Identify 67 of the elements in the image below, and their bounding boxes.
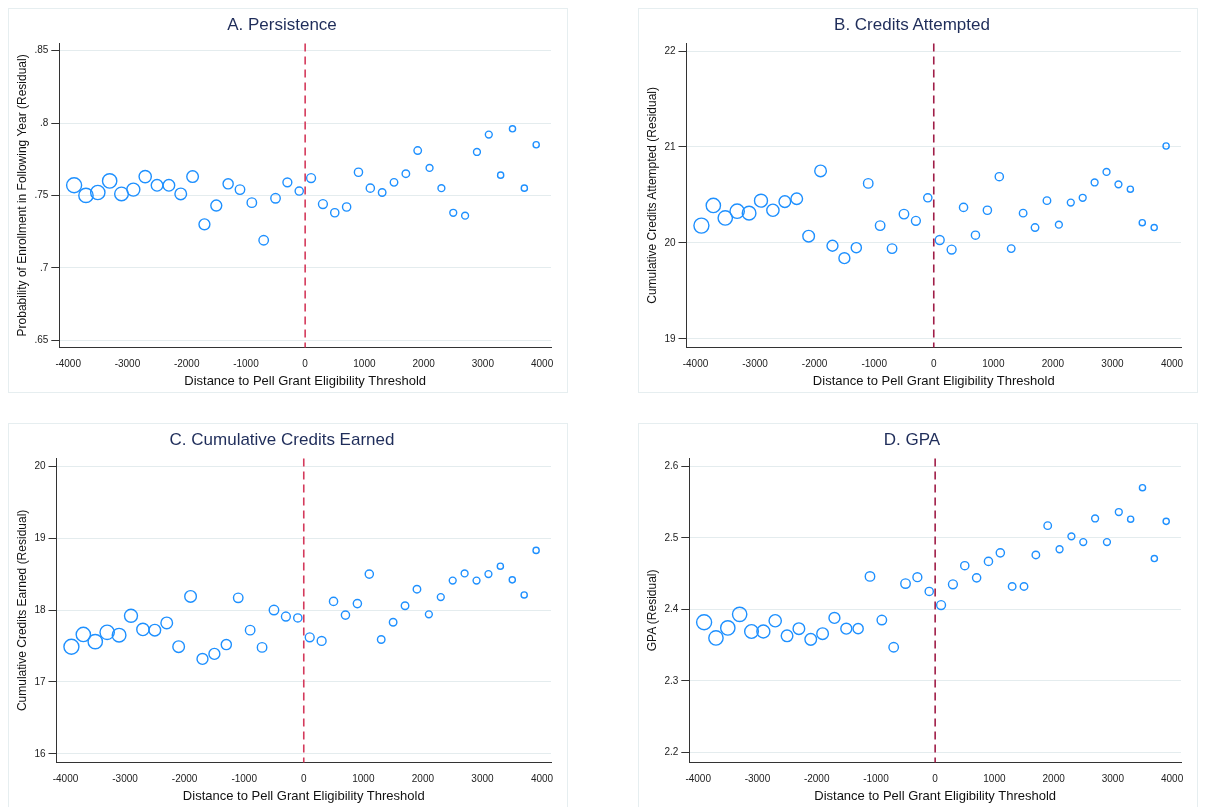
y-tick-label: 17 bbox=[34, 675, 46, 687]
x-tick-label: -3000 bbox=[742, 358, 769, 370]
x-tick-label: -4000 bbox=[682, 358, 709, 370]
y-tick-label: 18 bbox=[34, 603, 46, 615]
x-tick-label: -1000 bbox=[233, 358, 260, 370]
x-tick-label: 0 bbox=[302, 358, 309, 370]
x-tick-label: 3000 bbox=[471, 358, 495, 370]
x-tick-label: 4000 bbox=[530, 773, 554, 785]
x-tick-label: -1000 bbox=[231, 773, 258, 785]
x-tick-label: 3000 bbox=[1101, 358, 1125, 370]
x-tick-label: -2000 bbox=[803, 773, 830, 785]
x-tick-label: 1000 bbox=[982, 358, 1005, 370]
x-tick-label: -3000 bbox=[744, 773, 771, 785]
x-tick-label: 3000 bbox=[471, 773, 495, 785]
x-tick-label: 1000 bbox=[983, 773, 1006, 785]
x-tick-label: 2000 bbox=[412, 358, 436, 370]
y-tick-label: 2.5 bbox=[664, 531, 679, 543]
x-tick-label: -4000 bbox=[685, 773, 712, 785]
x-axis-title: Distance to Pell Grant Eligibility Threshold bbox=[814, 787, 1057, 803]
x-tick-label: 4000 bbox=[1160, 358, 1184, 370]
x-tick-label: -3000 bbox=[114, 358, 141, 370]
x-tick-label: 1000 bbox=[353, 358, 376, 370]
y-tick-label: .75 bbox=[34, 189, 49, 201]
x-tick-label: 4000 bbox=[530, 358, 554, 370]
y-axis-title: Probability of Enrollment in Following Year (Residual) bbox=[14, 54, 29, 337]
y-axis-title: Cumulative Credits Earned (Residual) bbox=[14, 509, 29, 712]
x-tick-label: -2000 bbox=[801, 358, 828, 370]
x-tick-label: 2000 bbox=[1041, 358, 1065, 370]
x-tick-label: 0 bbox=[300, 773, 307, 785]
y-tick-label: 2.2 bbox=[664, 746, 679, 758]
x-tick-label: 0 bbox=[930, 358, 937, 370]
x-axis-title: Distance to Pell Grant Eligibility Threshold bbox=[184, 372, 427, 388]
y-tick-label: 20 bbox=[34, 460, 46, 472]
x-tick-label: 0 bbox=[932, 773, 939, 785]
y-axis-title: GPA (Residual) bbox=[644, 569, 659, 652]
y-axis-title: Cumulative Credits Attempted (Residual) bbox=[644, 87, 659, 304]
y-tick-label: 2.6 bbox=[664, 460, 679, 472]
y-tick-label: 19 bbox=[34, 531, 46, 543]
y-tick-label: 16 bbox=[34, 747, 46, 759]
y-tick-label: 19 bbox=[664, 332, 676, 344]
x-axis-title: Distance to Pell Grant Eligibility Threshold bbox=[182, 787, 425, 803]
x-tick-label: -2000 bbox=[173, 358, 200, 370]
x-tick-label: -4000 bbox=[55, 358, 82, 370]
x-tick-label: -4000 bbox=[52, 773, 79, 785]
x-tick-label: 2000 bbox=[1042, 773, 1066, 785]
y-tick-label: .8 bbox=[39, 116, 49, 128]
x-tick-label: 4000 bbox=[1160, 773, 1184, 785]
x-tick-label: 1000 bbox=[352, 773, 375, 785]
y-tick-label: .7 bbox=[39, 261, 49, 273]
x-tick-label: 2000 bbox=[411, 773, 435, 785]
x-tick-label: -2000 bbox=[171, 773, 198, 785]
y-tick-label: 22 bbox=[664, 44, 676, 56]
x-tick-label: -1000 bbox=[861, 358, 888, 370]
chart-title: A. Persistence bbox=[227, 14, 337, 34]
y-tick-label: 20 bbox=[664, 236, 676, 248]
y-tick-label: .65 bbox=[34, 333, 49, 345]
x-tick-label: -1000 bbox=[863, 773, 890, 785]
x-tick-label: 3000 bbox=[1101, 773, 1125, 785]
y-tick-label: 2.3 bbox=[664, 674, 679, 686]
y-tick-label: .85 bbox=[34, 44, 49, 56]
x-axis-title: Distance to Pell Grant Eligibility Threshold bbox=[812, 372, 1055, 388]
x-tick-label: -3000 bbox=[112, 773, 139, 785]
y-tick-label: 2.4 bbox=[664, 603, 679, 615]
chart-title: B. Credits Attempted bbox=[834, 14, 990, 34]
chart-title: C. Cumulative Credits Earned bbox=[169, 429, 395, 449]
chart-title: D. GPA bbox=[883, 429, 941, 449]
y-tick-label: 21 bbox=[664, 140, 676, 152]
